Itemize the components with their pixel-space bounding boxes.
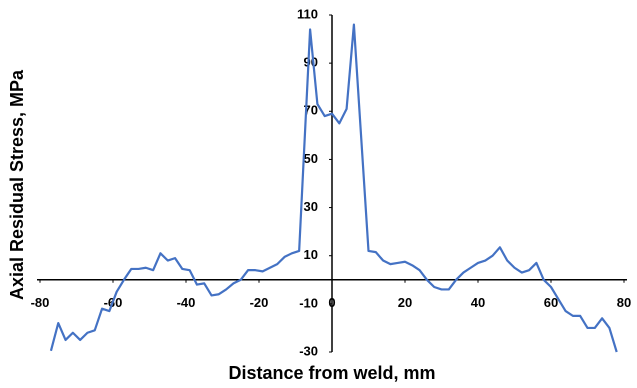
x-tick-label: 80 — [617, 295, 631, 310]
y-tick-label: -10 — [299, 295, 318, 310]
y-axis-title: Axial Residual Stress, MPa — [7, 69, 27, 300]
x-tick-label: -40 — [177, 295, 196, 310]
x-tick-label: 0 — [328, 295, 335, 310]
x-tick-label: 60 — [544, 295, 558, 310]
y-tick-label: -30 — [299, 343, 318, 358]
x-tick-label: -20 — [250, 295, 269, 310]
x-tick-label: 20 — [398, 295, 412, 310]
x-axis-title: Distance from weld, mm — [228, 363, 435, 383]
y-tick-label: 110 — [297, 6, 318, 21]
x-tick-label: -80 — [31, 295, 50, 310]
y-tick-label: 90 — [304, 55, 318, 70]
y-tick-label: 50 — [304, 151, 318, 166]
y-tick-label: 30 — [304, 199, 318, 214]
data-line — [49, 23, 618, 353]
y-tick-label: 10 — [304, 247, 318, 262]
x-tick-label: 40 — [471, 295, 485, 310]
